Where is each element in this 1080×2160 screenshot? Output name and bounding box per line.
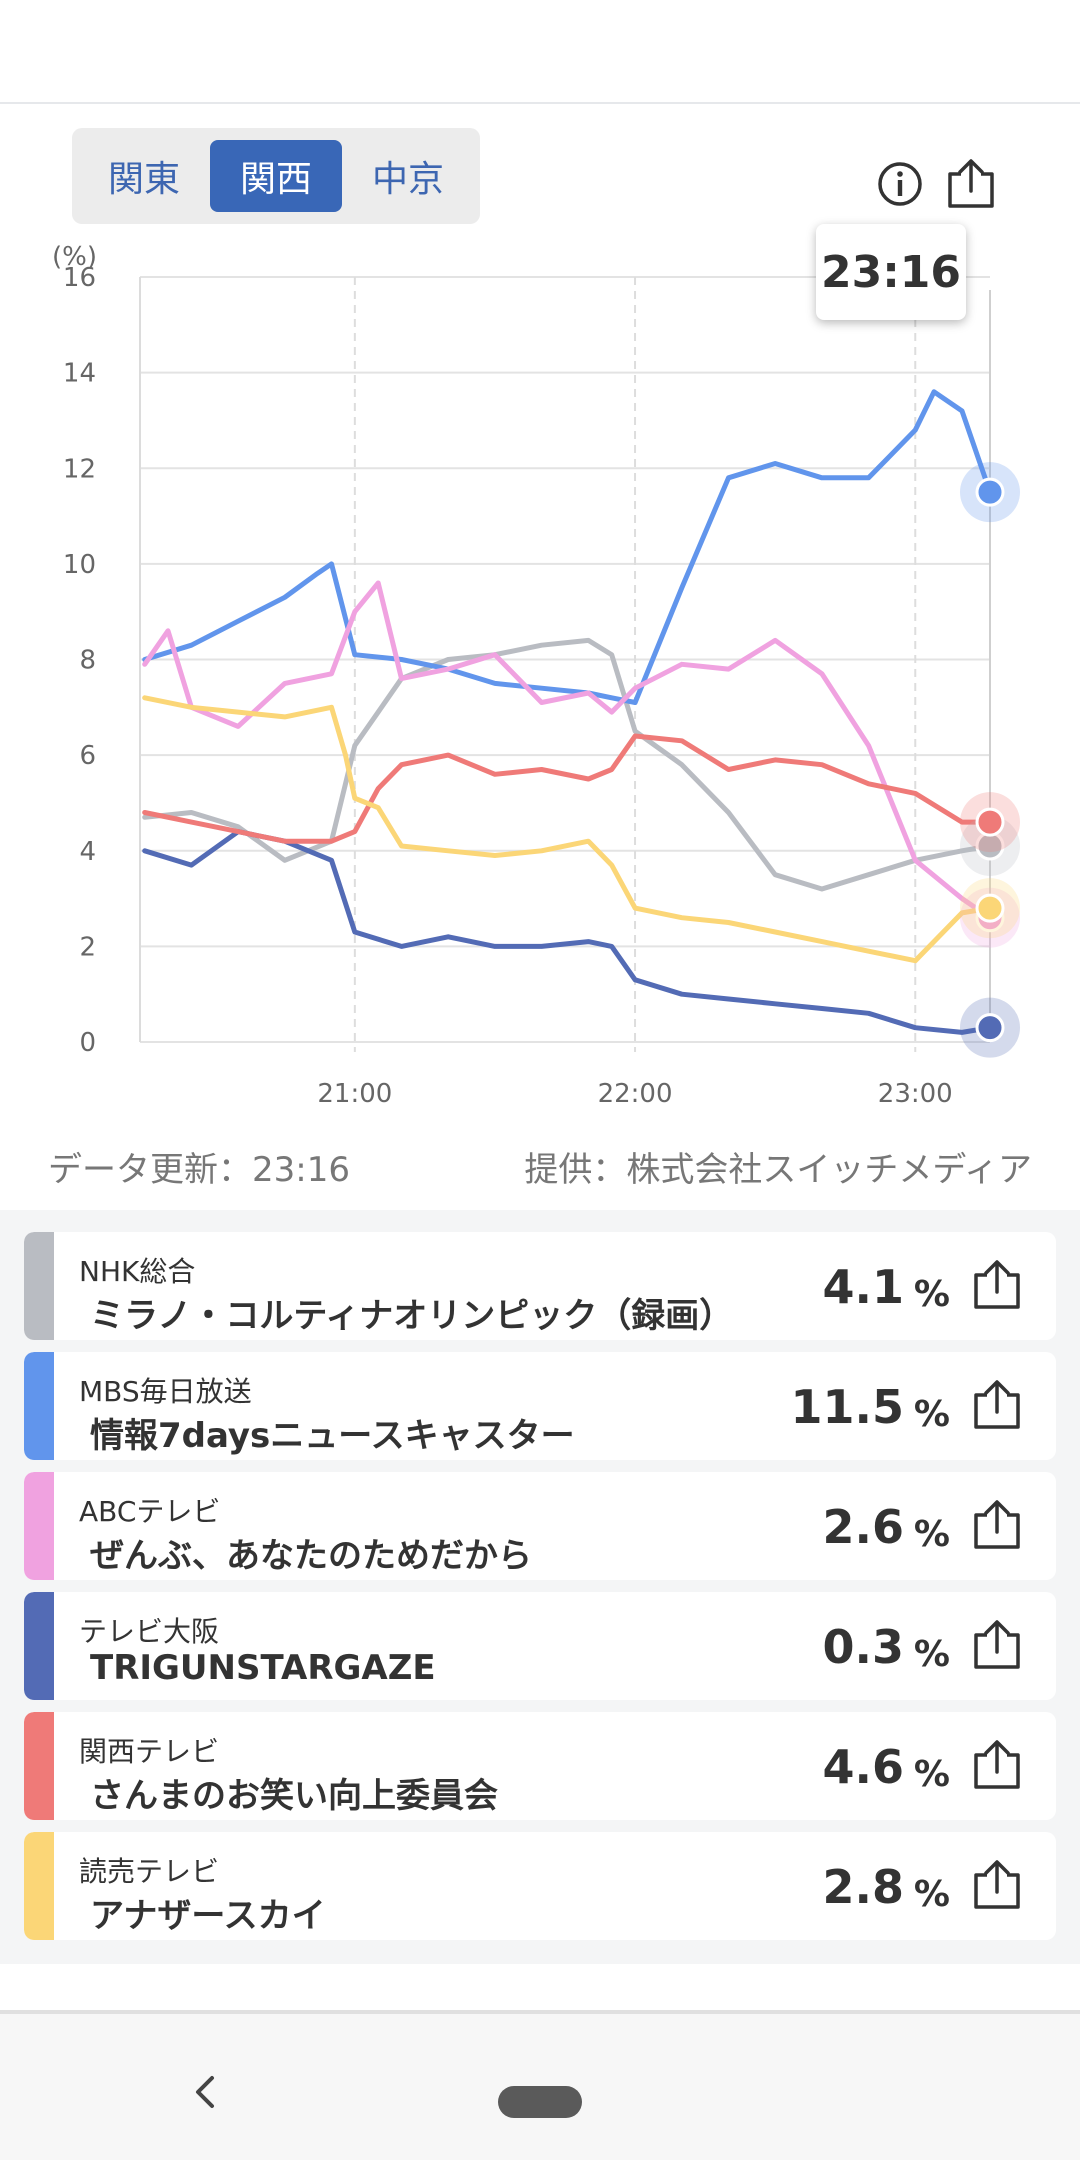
station-name: NHK総合	[79, 1255, 196, 1288]
x-tick-label: 21:00	[317, 1079, 392, 1109]
rating-unit: %	[913, 1874, 950, 1915]
program-name: ミラノ・コルティナオリンピック（録画）	[90, 1296, 734, 1336]
channel-row[interactable]: テレビ大阪 TRIGUNSTARGAZE 0.3%	[24, 1592, 1056, 1700]
share-icon[interactable]	[972, 1499, 1022, 1551]
station-name: テレビ大阪	[79, 1615, 220, 1648]
station-name: 関西テレビ	[79, 1735, 220, 1768]
channel-list: NHK総合 ミラノ・コルティナオリンピック（録画） 4.1% MBS毎日放送 情報7da…	[0, 1210, 1080, 1964]
channel-color-strip	[24, 1592, 54, 1700]
channel-color-strip	[24, 1232, 54, 1340]
y-tick-label: 0	[79, 1028, 96, 1058]
share-icon[interactable]	[972, 1739, 1022, 1791]
share-icon[interactable]	[972, 1859, 1022, 1911]
program-name: TRIGUNSTARGAZE	[90, 1648, 436, 1688]
series-end-point[interactable]	[975, 807, 1005, 837]
y-tick-label: 2	[79, 932, 96, 962]
info-icon[interactable]	[876, 160, 924, 208]
rating-unit: %	[913, 1514, 950, 1555]
y-tick-label: 6	[79, 741, 96, 771]
top-bar	[0, 0, 1080, 104]
y-axis-unit: (%)	[52, 242, 97, 272]
channel-row[interactable]: 読売テレビアナザースカイ 2.8%	[24, 1832, 1056, 1940]
rating-unit: %	[913, 1274, 950, 1315]
channel-row[interactable]: 関西テレビさんまのお笑い向上委員会 4.6%	[24, 1712, 1056, 1820]
x-tick-label: 22:00	[598, 1079, 673, 1109]
system-nav-bar	[0, 2014, 1080, 2160]
channel-color-strip	[24, 1352, 54, 1460]
tab-kanto[interactable]: 関東	[107, 159, 180, 200]
y-tick-label: 16	[63, 263, 96, 293]
series-line	[142, 389, 993, 705]
station-name: 読売テレビ	[79, 1855, 220, 1888]
region-tabs: 関東 関西 中京	[72, 128, 480, 224]
series-line	[142, 733, 993, 844]
series-end-point[interactable]	[975, 1013, 1005, 1043]
program-name: 情報7daysニュースキャスター	[90, 1416, 575, 1456]
channel-color-strip	[24, 1832, 54, 1940]
rating-value: 11.5	[790, 1380, 905, 1434]
series-line	[142, 580, 993, 921]
series-line	[142, 829, 993, 1035]
series-end-point[interactable]	[975, 477, 1005, 507]
series-end-point[interactable]	[975, 893, 1005, 923]
rating-chart: 0 2 4 6 8 10 12 14 16(%) 21:00 22:00 23:00	[52, 242, 1020, 1109]
divider	[0, 2010, 1080, 2014]
station-name: ABCテレビ	[79, 1495, 221, 1528]
rating-unit: %	[913, 1754, 950, 1795]
y-tick-label: 8	[79, 646, 96, 676]
program-name: ぜんぶ、あなたのためだから	[90, 1536, 532, 1576]
program-name: さんまのお笑い向上委員会	[90, 1776, 498, 1816]
time-tooltip: 23:16	[816, 224, 966, 320]
share-icon[interactable]	[972, 1379, 1022, 1431]
channel-row[interactable]: ABCテレビぜんぶ、あなたのためだから 2.6%	[24, 1472, 1056, 1580]
rating-unit: %	[913, 1634, 950, 1675]
y-tick-label: 14	[63, 359, 96, 389]
home-pill[interactable]	[498, 2086, 582, 2118]
share-icon[interactable]	[946, 158, 996, 210]
series-line	[142, 695, 993, 964]
station-name: MBS毎日放送	[79, 1375, 252, 1408]
rating-value: 4.1	[822, 1260, 905, 1314]
x-tick-label: 23:00	[878, 1079, 953, 1109]
y-tick-label: 4	[79, 837, 96, 867]
rating-unit: %	[913, 1394, 950, 1435]
channel-row[interactable]: MBS毎日放送情報7daysニュースキャスター 11.5%	[24, 1352, 1056, 1460]
tab-chukyo[interactable]: 中京	[371, 159, 444, 200]
channel-color-strip	[24, 1712, 54, 1820]
share-icon[interactable]	[972, 1619, 1022, 1671]
data-provider: 提供：株式会社スイッチメディア	[524, 1150, 1032, 1190]
back-icon[interactable]	[190, 2072, 220, 2112]
rating-value: 4.6	[822, 1740, 905, 1794]
share-icon[interactable]	[972, 1259, 1022, 1311]
rating-value: 0.3	[822, 1620, 905, 1674]
series-line	[142, 637, 993, 892]
data-update-time: データ更新：23:16	[48, 1150, 350, 1190]
tab-kansai[interactable]: 関西	[210, 140, 342, 212]
program-name: アナザースカイ	[90, 1896, 326, 1936]
rating-value: 2.8	[822, 1860, 905, 1914]
y-tick-label: 10	[63, 550, 96, 580]
y-tick-label: 12	[63, 454, 96, 484]
channel-row[interactable]: NHK総合ミラノ・コルティナオリンピック（録画） 4.1%	[24, 1232, 1056, 1340]
channel-color-strip	[24, 1472, 54, 1580]
rating-value: 2.6	[822, 1500, 905, 1554]
